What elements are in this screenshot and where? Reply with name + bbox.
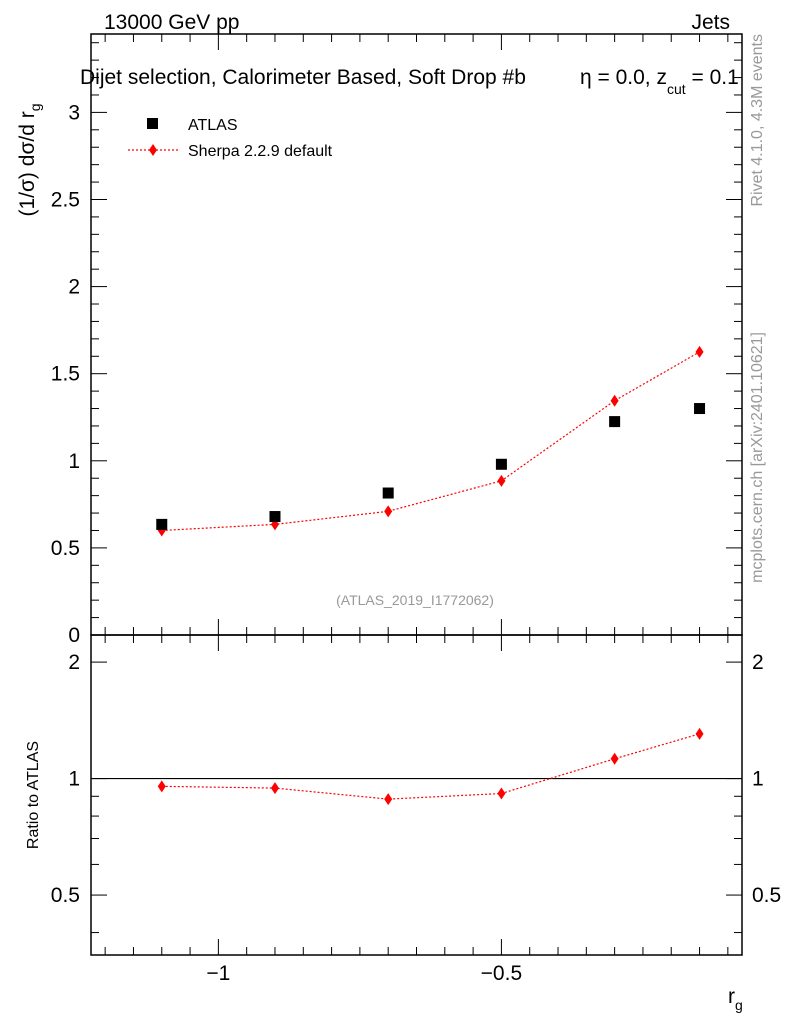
- ratio-ticks: 0.5 0.5 1 1 2 2 −1 −0.5: [51, 635, 781, 985]
- main-ytick-label: 1: [68, 450, 80, 473]
- ratio-ytick-label-right: 2: [752, 651, 764, 674]
- sherpa-point: [384, 505, 393, 518]
- atlas-point: [694, 403, 706, 415]
- main-ytick-label: 1.5: [51, 363, 80, 386]
- ratio-sherpa-point: [610, 752, 619, 765]
- ratio-ytick-label-left: 2: [68, 651, 80, 674]
- atlas-point: [495, 458, 507, 470]
- ratio-sherpa-point: [695, 727, 704, 740]
- ratio-ytick-label-right: 1: [752, 768, 764, 791]
- main-panel: 0 0.5 1 1.5 2 2.5 3 (1/σ) dσ/d rg (ATLAS_2019_…: [16, 33, 743, 647]
- ratio-ytick-label-right: 0.5: [752, 884, 781, 907]
- eta-zcut-label: η = 0.0, zcut = 0.1: [580, 66, 739, 97]
- main-marks: [156, 345, 706, 537]
- main-ytick-label: 2.5: [51, 188, 80, 211]
- sherpa-point: [610, 394, 619, 407]
- main-ytick-label: 0: [68, 624, 80, 647]
- legend-atlas-label: ATLAS: [188, 117, 238, 134]
- x-axis-label: rg: [728, 985, 743, 1013]
- ratio-ytick-label-left: 0.5: [51, 884, 80, 907]
- legend-atlas-marker: [147, 118, 158, 129]
- legend-sherpa-marker: [149, 144, 157, 156]
- ratio-sherpa-point: [157, 780, 166, 793]
- main-ticks: 0 0.5 1 1.5 2 2.5 3: [51, 34, 742, 647]
- sherpa-point: [695, 345, 704, 358]
- selection-label: Dijet selection, Calorimeter Based, Soft…: [80, 66, 526, 89]
- main-ytick-label: 2: [68, 276, 80, 299]
- ratio-sherpa-point: [497, 787, 506, 800]
- process-label: Jets: [691, 11, 730, 34]
- ratio-sherpa-line: [161, 733, 700, 800]
- main-ytick-label: 3: [68, 101, 80, 124]
- legend-sherpa-label: Sherpa 2.2.9 default: [188, 143, 333, 160]
- rivet-label: Rivet 4.1.0, 4.3M events: [749, 34, 766, 207]
- atlas-point: [382, 487, 394, 499]
- source-label: mcplots.cern.ch [arXiv:2401.10621]: [749, 332, 766, 583]
- energy-label: 13000 GeV pp: [104, 11, 239, 34]
- ratio-ylabel: Ratio to ATLAS: [25, 741, 42, 849]
- ratio-xtick-label: −1: [206, 962, 230, 985]
- ratio-ytick-label-left: 1: [68, 768, 80, 791]
- atlas-point: [156, 518, 168, 530]
- main-ytick-label: 0.5: [51, 537, 80, 560]
- analysis-id: (ATLAS_2019_I1772062): [336, 592, 494, 608]
- sherpa-line: [161, 351, 700, 532]
- sherpa-point: [497, 474, 506, 487]
- atlas-point: [269, 511, 281, 523]
- ratio-sherpa-point: [270, 782, 279, 795]
- ratio-sherpa-point: [384, 793, 393, 806]
- atlas-point: [609, 416, 621, 428]
- ratio-panel: 0.5 0.5 1 1 2 2 −1 −0.5 Ratio to ATLAS rg: [25, 634, 781, 1013]
- legend: ATLAS Sherpa 2.2.9 default: [128, 117, 333, 160]
- ratio-xtick-label: −0.5: [481, 962, 522, 985]
- main-ylabel: (1/σ) dσ/d rg: [16, 103, 43, 216]
- ratio-marks: [91, 727, 742, 806]
